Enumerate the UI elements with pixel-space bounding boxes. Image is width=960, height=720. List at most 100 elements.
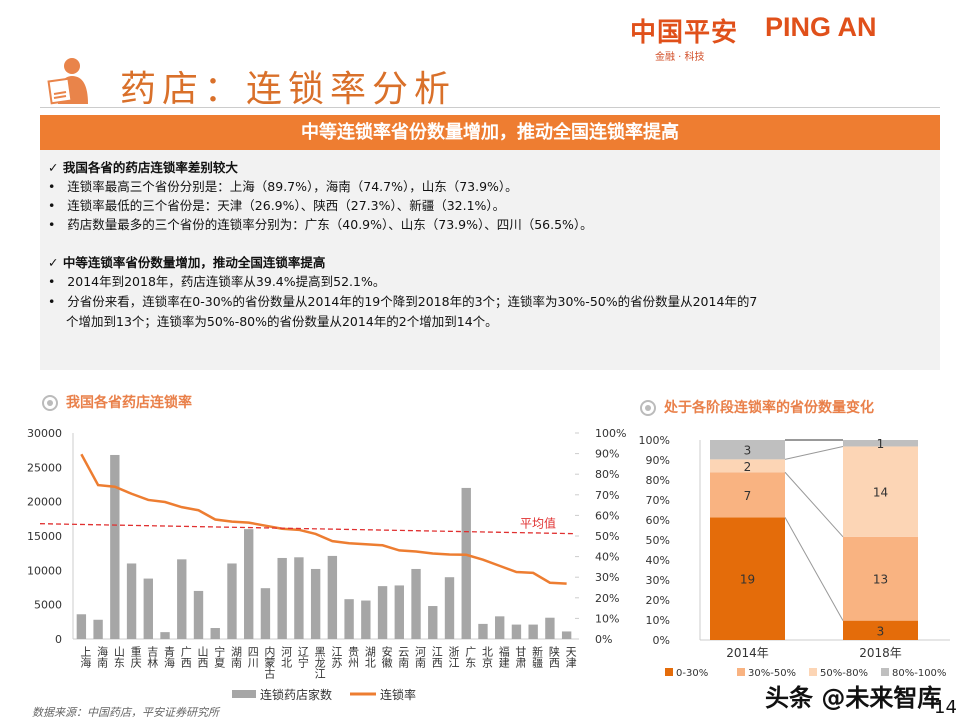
bar-黑龙江 [310,568,321,639]
y-tick: 70% [646,494,670,507]
summary-box: ✓ 我国各省的药店连锁率差别较大 • 连锁率最高三个省份分别是：上海（89.7%… [40,150,940,370]
y-right-tick: 70% [595,489,619,502]
x-tick: 云南 [397,646,410,668]
y-right-tick: 0% [595,633,612,646]
legend-swatch [881,668,889,676]
legend-label: 80%-100% [892,668,946,679]
y-right-tick: 80% [595,468,619,481]
x-tick: 江苏 [330,646,343,669]
y-tick: 80% [646,474,670,487]
bullet: 连锁率最高三个省份分别是：上海（89.7%），海南（74.7%），山东（73.9… [67,179,518,194]
bar-河北 [277,557,287,639]
x-tick: 山西 [196,646,209,668]
x-tick: 贵州 [347,646,360,668]
segment-label: 14 [873,486,888,500]
x-tick: 湖南 [229,646,242,668]
segment-label: 13 [873,573,888,587]
right-chart-header: 处于各阶段连锁率的省份数量变化 [640,397,874,417]
connector-line [784,471,844,538]
bar-云南 [394,585,404,639]
chain-rate-line [80,453,567,585]
bar-陕西 [545,617,555,639]
bar-安徽 [377,586,388,639]
bar-辽宁 [294,557,304,639]
segment-0-30%-2014年 [710,517,785,640]
logo-en: PING AN [765,12,877,42]
y-right-tick: 60% [595,509,619,522]
bar-江西 [428,606,438,639]
y-tick: 90% [646,454,670,467]
bar-上海 [76,614,87,639]
page-number: 14 [934,697,957,718]
right-chart-title: 处于各阶段连锁率的省份数量变化 [664,400,874,416]
legend-bar-label: 连锁药店家数 [260,687,332,702]
connector-line [784,445,844,460]
x-tick: 山东 [112,646,125,668]
segment-label: 2 [744,460,752,474]
y-right-tick: 10% [595,612,619,625]
y-left-tick: 5000 [34,599,62,612]
legend-swatch [665,668,673,676]
bar-湖南 [227,563,237,639]
segment-label: 1 [877,437,885,451]
y-tick: 20% [646,594,670,607]
segment-30%-50%-2018年 [843,536,918,621]
x-tick: 海南 [96,645,109,668]
bar-江苏 [327,555,338,639]
y-right-tick: 100% [595,427,626,440]
x-tick: 青海 [163,646,176,669]
segment-label: 7 [744,489,752,503]
bar-湖北 [361,600,371,639]
section-heading: ✓ 我国各省的药店连锁率差别较大 [48,160,238,175]
average-label: 平均值 [520,516,556,531]
y-tick: 40% [646,554,670,567]
bar-青海 [160,632,170,639]
bullet: 2014年到2018年，药店连锁率从39.4%提高到52.1%。 [67,274,386,289]
watermark: 头条 @未来智库 [765,684,942,712]
connector-line [784,517,844,621]
x-tick: 天津 [564,646,577,668]
x-tick: 上海 [79,646,92,669]
legend-swatch [809,668,817,676]
y-left-tick: 30000 [27,427,62,440]
segment-label: 19 [740,573,755,587]
segment-label: 3 [877,624,885,638]
y-left-tick: 20000 [27,496,62,509]
segment-30%-50%-2014年 [710,472,785,518]
y-right-tick: 50% [595,530,619,543]
x-tick: 重庆 [129,645,142,669]
bar-福建 [495,616,505,639]
x-tick: 安徽 [380,645,393,669]
bar-四川 [244,529,254,639]
segment-50%-80%-2014年 [710,459,785,473]
bullet-continuation: 个增加到13个；连锁率为50%-80%的省份数量从2014年的2个增加到14个。 [66,314,498,329]
legend-swatch [737,668,745,676]
segment-label: 3 [744,444,752,458]
jobs-person-icon [47,58,88,105]
bar-新疆 [528,624,538,639]
radio-circle-icon [42,395,58,411]
bar-广东 [461,487,471,639]
segment-50%-80%-2018年 [843,446,918,537]
x-tick: 四川 [246,646,259,668]
section-heading: ✓ 中等连锁率省份数量增加，推动全国连锁率提高 [48,255,326,270]
x-tick: 甘肃 [514,646,527,669]
legend-label: 50%-80% [820,668,868,679]
y-tick: 50% [646,534,670,547]
segment-80%-100%-2014年 [710,440,785,460]
banner-heading: 中等连锁率省份数量增加，推动全国连锁率提高 [40,115,940,150]
bar-广西 [177,559,187,639]
y-right-tick: 30% [595,571,619,584]
x-tick: 黑龙江 [313,646,326,679]
x-tick: 宁夏 [213,645,226,668]
bar-海南 [93,619,103,639]
legend-label: 30%-50% [748,668,796,679]
x-tick: 广东 [464,646,477,668]
y-right-tick: 20% [595,592,619,605]
radio-circle-icon [640,400,656,416]
legend-label: 0-30% [676,668,708,679]
x-tick: 吉林 [146,646,159,668]
bar-北京 [478,623,488,639]
x-tick: 河北 [280,646,293,668]
x-tick: 辽宁 [296,646,309,668]
